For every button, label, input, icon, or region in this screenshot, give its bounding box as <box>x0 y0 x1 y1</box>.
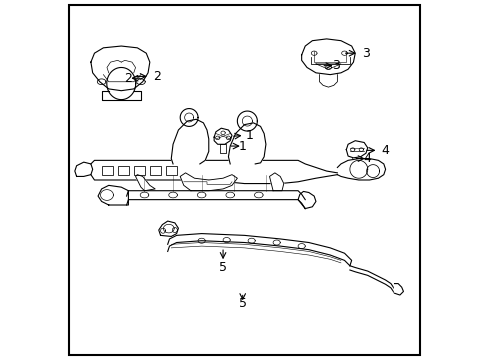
Polygon shape <box>171 119 208 164</box>
Polygon shape <box>349 266 394 293</box>
Bar <box>102 166 113 175</box>
Text: 2: 2 <box>153 70 161 83</box>
Bar <box>134 166 145 175</box>
Text: 2: 2 <box>124 72 132 85</box>
Polygon shape <box>91 160 337 184</box>
Polygon shape <box>135 175 155 191</box>
Polygon shape <box>167 234 351 266</box>
Text: 3: 3 <box>361 47 369 60</box>
Polygon shape <box>269 173 283 191</box>
Polygon shape <box>159 221 178 237</box>
Bar <box>149 166 161 175</box>
Polygon shape <box>126 191 305 208</box>
Text: 3: 3 <box>331 59 339 72</box>
Text: 4: 4 <box>381 144 389 157</box>
Bar <box>165 166 177 175</box>
Text: 5: 5 <box>238 297 246 310</box>
Polygon shape <box>228 123 265 164</box>
Polygon shape <box>337 158 385 180</box>
Text: 5: 5 <box>219 261 226 274</box>
Polygon shape <box>75 162 93 176</box>
Polygon shape <box>180 173 237 191</box>
Text: 4: 4 <box>363 152 371 165</box>
Polygon shape <box>98 185 128 205</box>
Text: 1: 1 <box>245 129 253 142</box>
Polygon shape <box>394 284 403 295</box>
Polygon shape <box>298 192 315 208</box>
Bar <box>118 166 129 175</box>
Text: 1: 1 <box>238 140 246 153</box>
